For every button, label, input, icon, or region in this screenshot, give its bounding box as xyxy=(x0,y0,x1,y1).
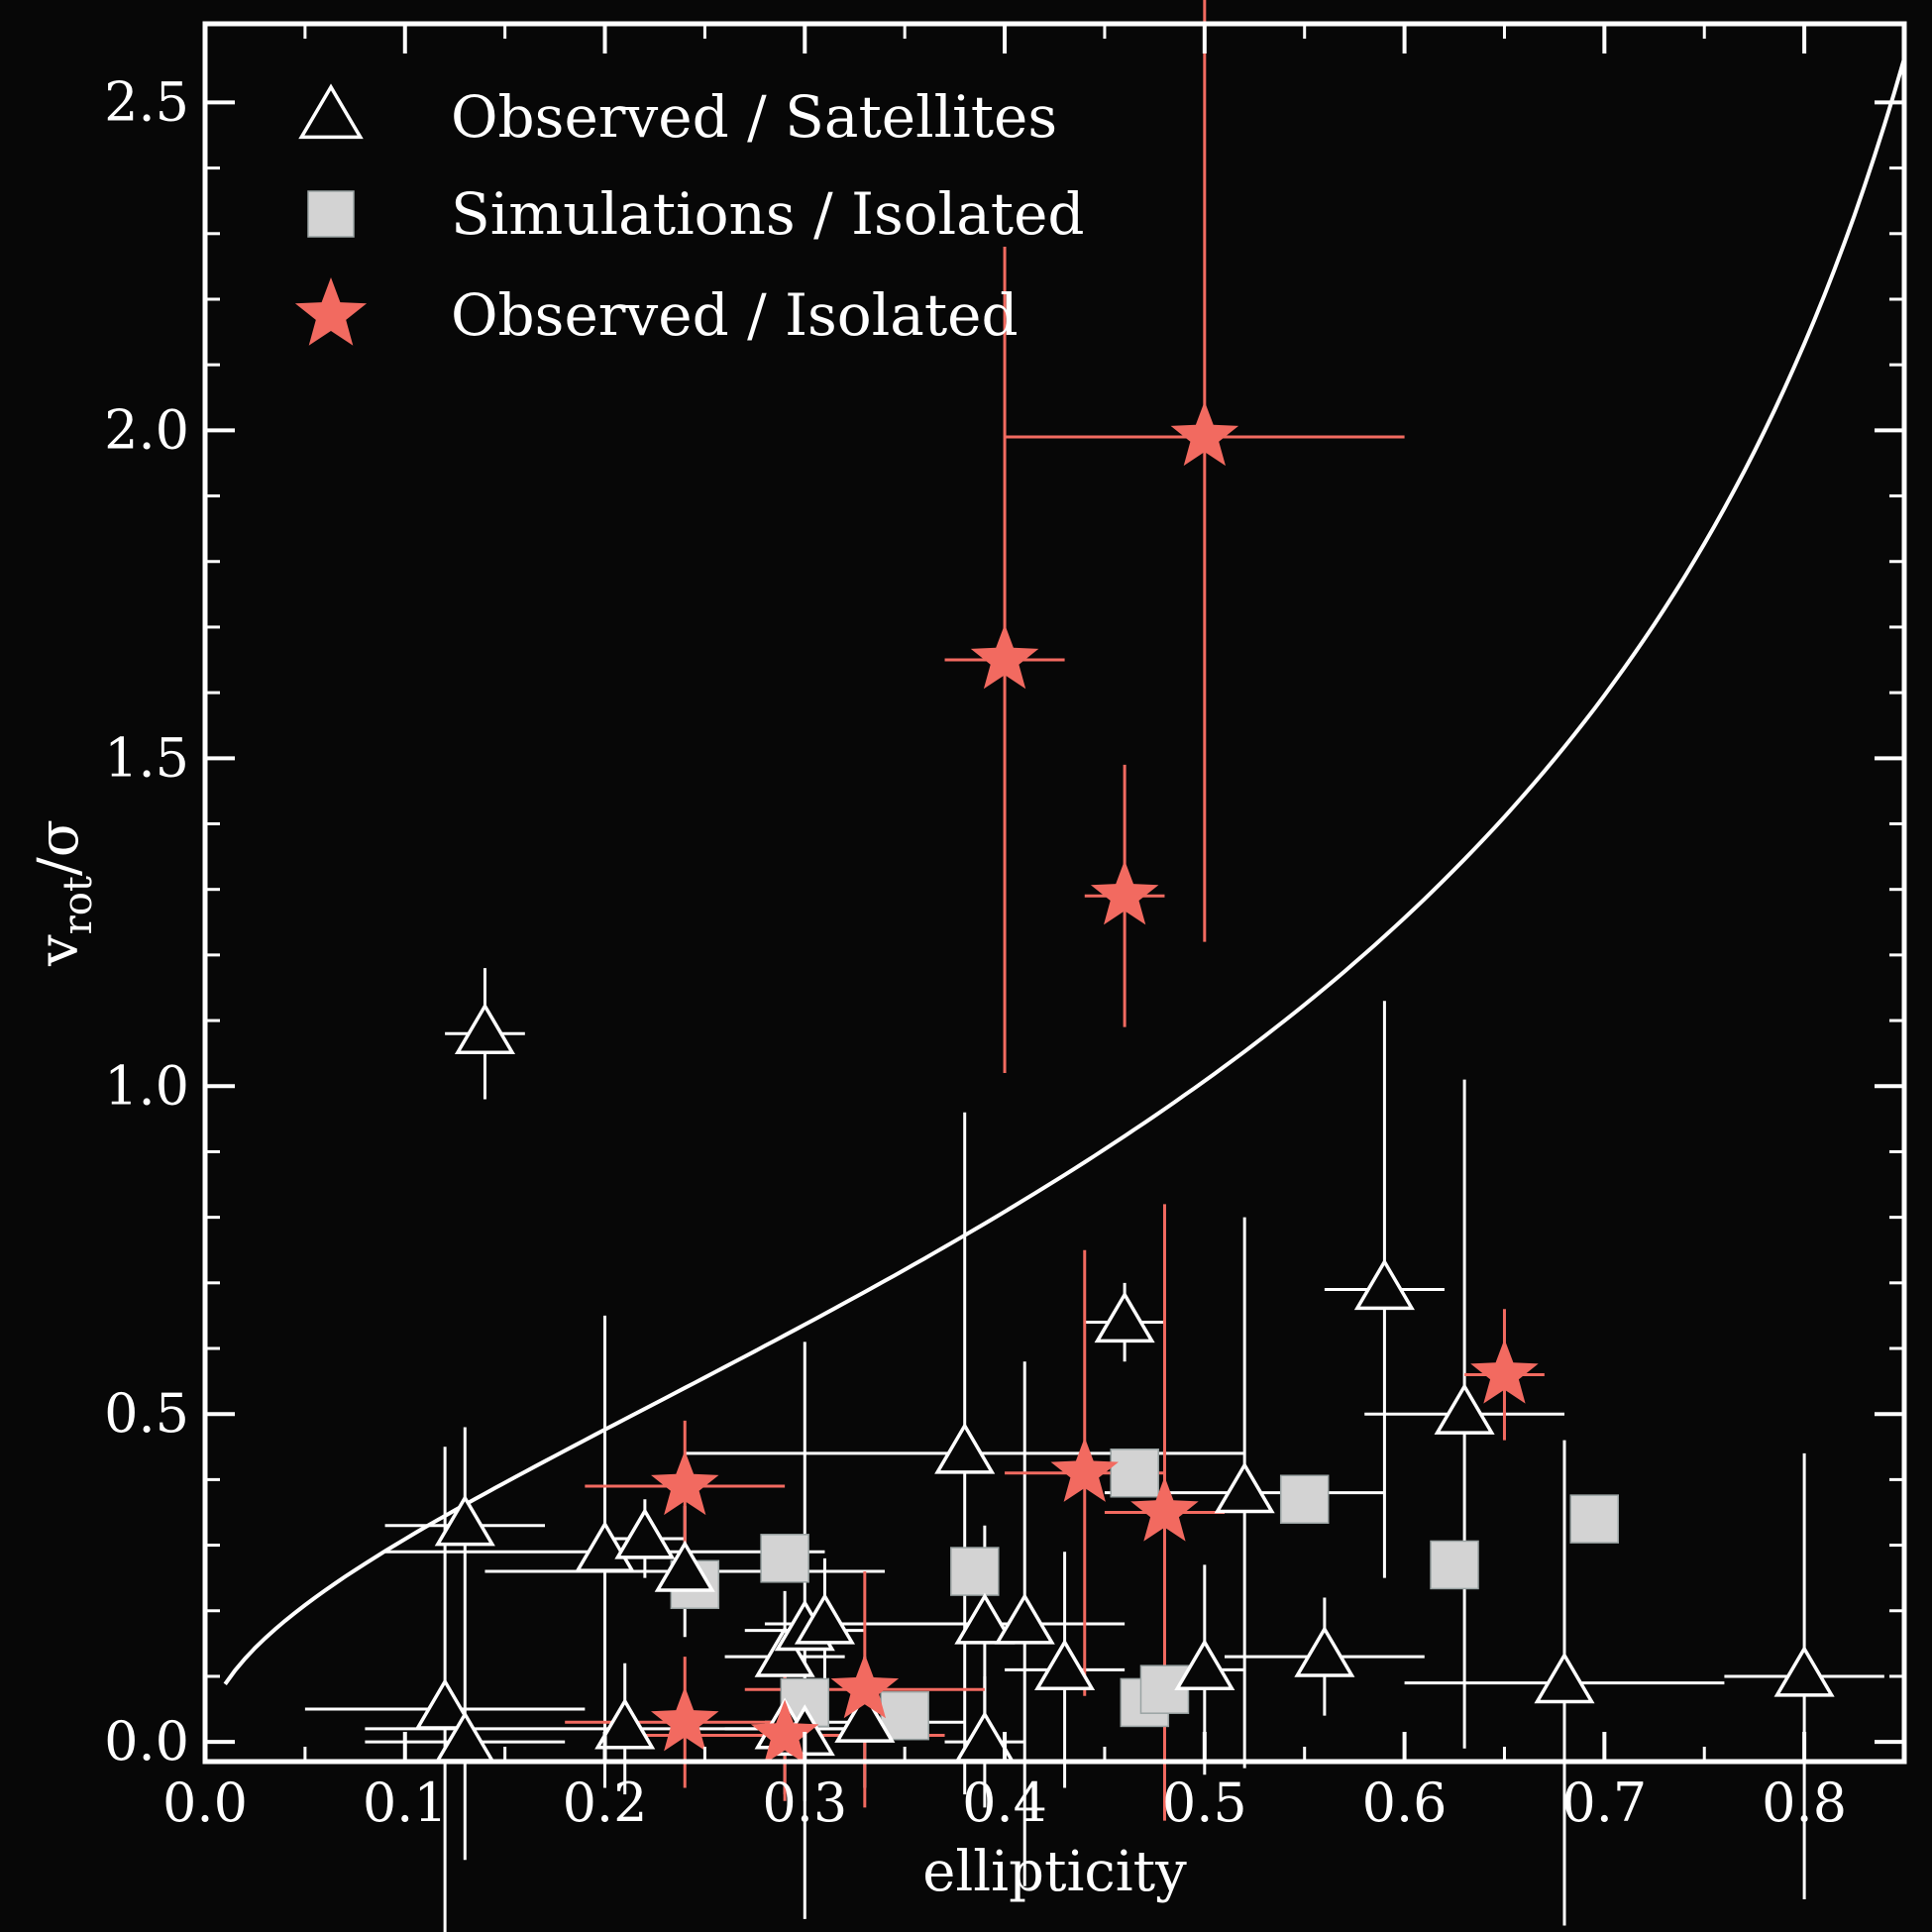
x-tick-label: 0.7 xyxy=(1561,1771,1647,1834)
x-tick-label: 0.4 xyxy=(962,1771,1047,1834)
legend-triangle-icon xyxy=(298,83,364,140)
isolated-observed-point xyxy=(1470,1339,1539,1404)
satellite-point xyxy=(654,1540,715,1592)
satellite-point xyxy=(454,1002,516,1054)
simulation-point xyxy=(1430,1540,1479,1590)
satellite-point xyxy=(1174,1638,1235,1690)
y-axis-label: vrot/σ xyxy=(27,819,101,967)
x-tick-label: 0.3 xyxy=(762,1771,847,1834)
x-tick-label: 0.6 xyxy=(1362,1771,1448,1834)
satellite-point xyxy=(994,1592,1055,1645)
simulation-point xyxy=(950,1547,1000,1596)
y-tick-label: 2.5 xyxy=(104,70,189,133)
satellite-point xyxy=(834,1690,896,1743)
legend-square-icon xyxy=(307,190,355,238)
isolated-observed-point xyxy=(651,1450,719,1516)
legend-star-icon xyxy=(294,277,368,346)
markers xyxy=(414,401,1835,1765)
satellite-point xyxy=(614,1507,676,1559)
isolated-observed-point xyxy=(1170,401,1239,467)
satellite-point xyxy=(754,1625,815,1677)
y-tick-label: 0.0 xyxy=(104,1710,189,1772)
x-tick-label: 0.1 xyxy=(363,1771,448,1834)
satellite-point xyxy=(1294,1625,1355,1677)
simulation-point xyxy=(760,1534,809,1583)
isolated-observed-point xyxy=(651,1686,719,1752)
satellite-point xyxy=(794,1592,856,1645)
isolated-observed-point xyxy=(750,1699,819,1765)
y-tick-label: 2.0 xyxy=(104,398,189,461)
satellite-point xyxy=(1353,1258,1415,1311)
simulation-point xyxy=(1279,1474,1330,1524)
y-tick-label: 1.5 xyxy=(104,726,189,789)
satellite-point xyxy=(594,1697,656,1750)
satellite-point xyxy=(1094,1291,1155,1343)
axis-ticks: 0.0 0.1 0.2 0.3 0.4 0.5 0.6 0.7 0.8 0.0 0.5 1.0 1.5 2… xyxy=(104,24,1904,1834)
plot-frame xyxy=(202,21,1907,1765)
legend-label: Simulations / Isolated xyxy=(451,180,1085,248)
legend-label: Observed / Satellites xyxy=(451,83,1057,151)
satellite-point xyxy=(1773,1645,1835,1697)
x-axis-label: ellipticity xyxy=(922,1840,1187,1904)
theory-curve xyxy=(223,57,1906,1685)
isolated-observed-point xyxy=(830,1654,900,1719)
satellite-point xyxy=(1534,1652,1595,1704)
x-tick-label: 0.5 xyxy=(1162,1771,1247,1834)
isolated-observed-point xyxy=(970,624,1039,690)
isolated-observed-point xyxy=(1050,1437,1119,1502)
x-tick-label: 0.0 xyxy=(162,1771,248,1834)
satellite-point xyxy=(434,1494,495,1547)
x-tick-label: 0.2 xyxy=(563,1771,648,1834)
satellite-point xyxy=(1214,1461,1275,1514)
y-tick-label: 0.5 xyxy=(104,1382,189,1445)
isolated-observed-point xyxy=(1090,860,1159,925)
legend-label: Observed / Isolated xyxy=(451,281,1019,349)
simulation-point xyxy=(1110,1449,1159,1498)
simulation-point xyxy=(880,1690,929,1741)
legend: Observed / Satellites Simulations / Isola… xyxy=(294,83,1085,349)
satellite-point xyxy=(1434,1382,1495,1435)
simulation-point xyxy=(1569,1494,1620,1544)
satellite-point xyxy=(934,1422,996,1474)
satellite-point xyxy=(414,1677,476,1730)
x-tick-label: 0.8 xyxy=(1762,1771,1847,1834)
satellite-point xyxy=(1034,1638,1096,1690)
isolated-observed-point xyxy=(1130,1476,1199,1542)
satellite-point xyxy=(954,1592,1016,1645)
y-tick-label: 1.0 xyxy=(104,1054,189,1117)
